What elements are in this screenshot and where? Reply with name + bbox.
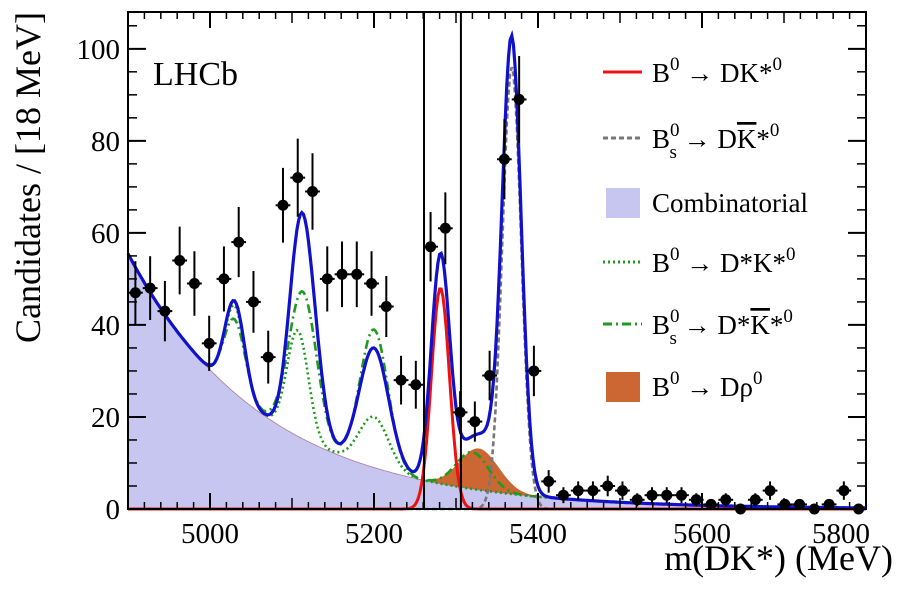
legend-label: B0 s → D*K*0 xyxy=(652,306,793,349)
data-point xyxy=(216,246,232,312)
data-point xyxy=(423,211,438,282)
data-point xyxy=(600,475,616,497)
legend: B0 → DK*0 B0 s → DK*0 Combinatorial B0 → D*K… xyxy=(603,54,808,402)
experiment-label: LHCb xyxy=(153,56,238,93)
x-tick-label: 5400 xyxy=(509,518,567,550)
data-point xyxy=(747,493,763,507)
y-tick-label: 0 xyxy=(106,494,121,526)
axes: 5000 5200 5400 5600 5800 0 20 40 60 80 100 xyxy=(77,11,870,550)
legend-entry-dstar-kstar: B0 → D*K*0 xyxy=(603,244,796,278)
data-point xyxy=(556,487,571,504)
legend-label: B0 → D*K*0 xyxy=(652,244,796,278)
legend-entry-bs-dstar-kstar: B0 s → D*K*0 xyxy=(603,306,793,349)
data-point xyxy=(201,315,217,371)
data-point xyxy=(821,498,837,510)
data-point xyxy=(349,241,365,308)
y-tick-label: 60 xyxy=(91,218,120,250)
y-axis-title: Candidates / [18 MeV] xyxy=(8,12,48,343)
data-point xyxy=(659,487,675,504)
data-point xyxy=(792,498,807,510)
data-point xyxy=(260,330,276,384)
x-axis-title: m(DK*) (MeV) xyxy=(664,538,893,578)
data-point xyxy=(246,271,261,333)
data-point xyxy=(408,360,424,409)
data-point xyxy=(688,493,704,507)
legend-entry-drho: B0 → Dρ0 xyxy=(606,368,763,402)
data-point xyxy=(142,256,158,320)
data-point xyxy=(275,167,291,243)
legend-label: B0 → DK*0 xyxy=(652,54,782,88)
data-point xyxy=(615,481,630,500)
x-tick-label: 5000 xyxy=(181,518,239,550)
y-tick-label: 80 xyxy=(91,126,120,158)
data-point xyxy=(644,487,660,504)
legend-label: B0 s → DK*0 xyxy=(652,120,779,163)
legend-entry-combinatorial: Combinatorial xyxy=(606,188,808,218)
data-point xyxy=(762,481,778,500)
data-point xyxy=(393,355,409,405)
x-tick-label: 5800 xyxy=(812,518,870,550)
legend-swatch xyxy=(606,372,640,402)
data-point xyxy=(231,207,247,278)
data-point xyxy=(128,261,143,325)
data-point xyxy=(334,241,350,308)
data-point xyxy=(305,153,320,230)
x-tick-label: 5200 xyxy=(345,518,403,550)
data-point xyxy=(187,251,202,316)
data-point xyxy=(541,470,557,493)
data-point xyxy=(452,391,468,434)
data-point xyxy=(437,192,453,265)
data-point xyxy=(585,481,601,500)
data-point xyxy=(674,487,689,504)
data-point xyxy=(629,493,645,507)
legend-label: Combinatorial xyxy=(652,188,808,218)
data-point xyxy=(570,481,586,500)
x-tick-label: 5600 xyxy=(673,518,731,550)
y-tick-label: 100 xyxy=(77,34,121,66)
y-tick-label: 40 xyxy=(91,310,120,342)
data-point xyxy=(172,226,188,295)
data-point xyxy=(467,401,483,442)
legend-entry-bs-dkstar: B0 s → DK*0 xyxy=(603,120,779,163)
data-point xyxy=(718,493,734,507)
data-point xyxy=(511,56,527,143)
data-point xyxy=(378,275,394,338)
plot-area xyxy=(126,12,867,515)
data-point xyxy=(290,138,306,217)
y-tick-label: 20 xyxy=(91,402,120,434)
plot-frame xyxy=(127,11,867,510)
data-point xyxy=(482,350,497,401)
data-point xyxy=(364,251,379,316)
data-point xyxy=(777,498,793,510)
data-point xyxy=(836,481,852,500)
data-point xyxy=(157,280,173,342)
data-point xyxy=(319,246,335,312)
data-point xyxy=(497,119,512,200)
legend-entry-b-dkstar: B0 → DK*0 xyxy=(603,54,782,88)
legend-swatch xyxy=(606,188,640,218)
data-point xyxy=(526,345,542,397)
legend-label: B0 → Dρ0 xyxy=(652,368,763,402)
data-point xyxy=(703,498,719,510)
